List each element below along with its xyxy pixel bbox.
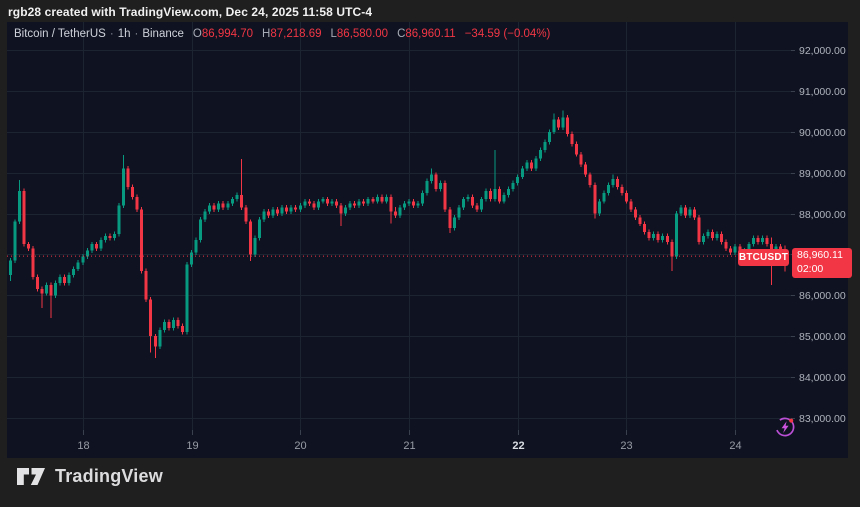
tradingview-logo-icon bbox=[17, 468, 45, 485]
svg-text:23: 23 bbox=[620, 440, 632, 452]
svg-text:85,000.00: 85,000.00 bbox=[799, 331, 846, 343]
svg-text:21: 21 bbox=[403, 440, 415, 452]
symbol-price-tag: BTCUSDT bbox=[738, 249, 789, 266]
last-price-axis-label: 86,960.11 02:00 bbox=[792, 248, 852, 278]
last-price-value: 86,960.11 bbox=[797, 249, 843, 261]
svg-text:22: 22 bbox=[512, 440, 524, 452]
chart-panel: 92,000.00 91,000.00 90,000.00 89,000.00 88,0… bbox=[7, 22, 852, 458]
open-prefix: O bbox=[192, 28, 202, 40]
candles bbox=[8, 110, 787, 358]
open-value: 86,994.70 bbox=[201, 28, 254, 40]
svg-text:83,000.00: 83,000.00 bbox=[799, 413, 846, 425]
chart-legend: Bitcoin / TetherUS · 1h · Binance O86,994.70 H… bbox=[14, 28, 550, 40]
interval-label: 1h bbox=[117, 28, 131, 40]
svg-text:86,000.00: 86,000.00 bbox=[799, 290, 846, 302]
svg-text:89,000.00: 89,000.00 bbox=[799, 168, 846, 180]
svg-text:18: 18 bbox=[77, 440, 89, 452]
legend-separator: · bbox=[109, 28, 114, 40]
high-prefix: H bbox=[262, 28, 271, 40]
legend-separator: · bbox=[134, 28, 139, 40]
close-value: 86,960.11 bbox=[405, 28, 456, 40]
low-prefix: L bbox=[330, 28, 337, 40]
low-value: 86,580.00 bbox=[336, 28, 389, 40]
tradingview-brand-text: TradingView bbox=[55, 466, 163, 486]
exchange-label: Binance bbox=[142, 28, 184, 40]
change-value: −34.59 (−0.04%) bbox=[464, 28, 551, 40]
attribution-text: rgb28 created with TradingView.com, Dec … bbox=[8, 5, 373, 19]
symbol-title: Bitcoin / TetherUS bbox=[14, 28, 106, 40]
svg-text:88,000.00: 88,000.00 bbox=[799, 209, 846, 221]
flash-lightning-icon[interactable] bbox=[773, 415, 797, 439]
svg-text:84,000.00: 84,000.00 bbox=[799, 372, 846, 384]
svg-text:90,000.00: 90,000.00 bbox=[799, 127, 846, 139]
svg-text:24: 24 bbox=[729, 440, 741, 452]
grid-lines bbox=[7, 22, 795, 435]
bar-countdown: 02:00 bbox=[797, 262, 824, 275]
svg-text:20: 20 bbox=[294, 440, 306, 452]
svg-text:91,000.00: 91,000.00 bbox=[799, 86, 846, 98]
svg-text:92,000.00: 92,000.00 bbox=[799, 45, 846, 57]
svg-text:19: 19 bbox=[186, 440, 198, 452]
axis-labels: 92,000.00 91,000.00 90,000.00 89,000.00 88,0… bbox=[77, 45, 845, 452]
candlestick-chart[interactable]: 92,000.00 91,000.00 90,000.00 89,000.00 88,0… bbox=[7, 22, 848, 458]
high-value: 87,218.69 bbox=[270, 28, 322, 40]
tradingview-logo[interactable]: TradingView bbox=[16, 466, 163, 487]
close-prefix: C bbox=[397, 28, 406, 40]
